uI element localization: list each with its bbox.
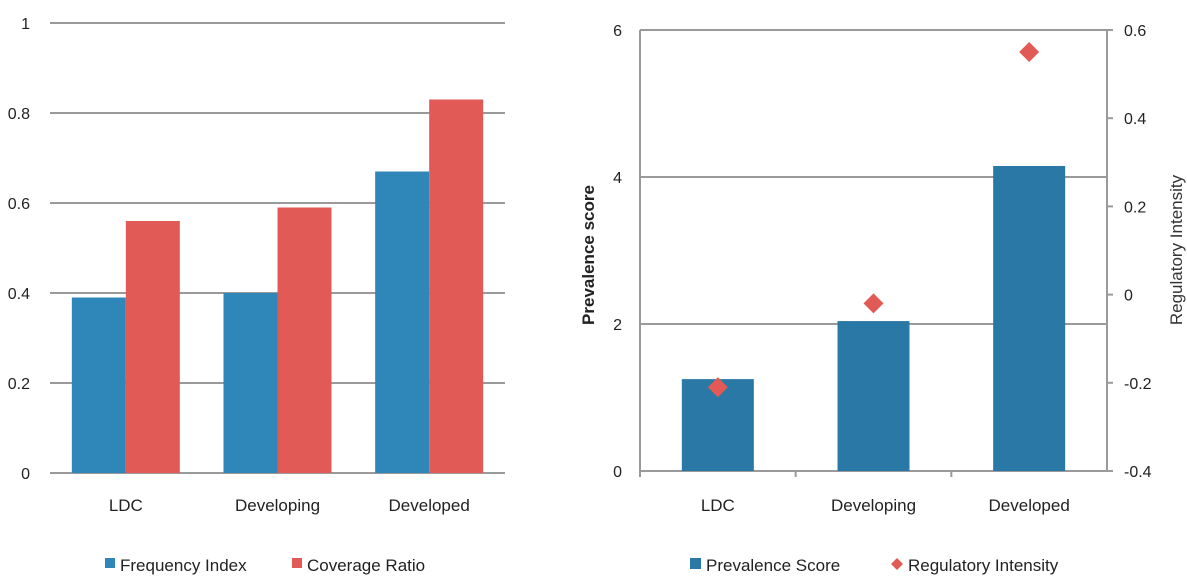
x-tick-label: Developed: [989, 496, 1070, 515]
y-right-tick-label: 0.4: [1124, 111, 1146, 128]
y-right-tick-label: 0.2: [1124, 199, 1146, 216]
y-tick-label: 0.6: [8, 196, 30, 213]
bar-prevalence-score: [837, 321, 910, 471]
bar-coverage-ratio: [125, 221, 180, 473]
legend-label: Coverage Ratio: [307, 556, 425, 575]
x-tick-label: Developed: [389, 496, 470, 515]
legend-swatch: [105, 558, 115, 568]
legend-diamond-icon: [891, 558, 903, 570]
bar-coverage-ratio: [429, 99, 484, 473]
y-right-tick-label: -0.4: [1124, 464, 1152, 481]
y-tick-label: 0.8: [8, 106, 30, 123]
bar-frequency-index: [375, 171, 430, 473]
x-tick-label: Developing: [235, 496, 320, 515]
right-chart: 0 2 4 6 -0.4 -0.2 0 0.2 0.4 0.6 LDC Developing Devel…: [579, 23, 1186, 575]
y-right-tick-label: 0.6: [1124, 23, 1146, 40]
bar-coverage-ratio: [277, 207, 332, 473]
y-axis-title: Prevalence score: [579, 185, 598, 325]
x-tick-label: Developing: [831, 496, 916, 515]
legend-label: Prevalence Score: [706, 556, 840, 575]
y-tick-label: 2: [613, 317, 622, 334]
y-right-axis-title: Regulatory Intensity: [1167, 174, 1186, 325]
x-tick-label: LDC: [109, 496, 143, 515]
marker-regulatory-intensity: [863, 293, 884, 314]
legend-label: Regulatory Intensity: [908, 556, 1059, 575]
y-tick-label: 0: [21, 466, 30, 483]
y-tick-label: 6: [613, 23, 622, 40]
legend-swatch: [292, 558, 302, 568]
y-tick-label: 4: [613, 170, 622, 187]
y-tick-label: 0: [613, 464, 622, 481]
bar-prevalence-score: [993, 165, 1066, 471]
y-tick-label: 0.4: [8, 286, 30, 303]
y-right-tick-label: 0: [1124, 288, 1133, 305]
y-tick-label: 1: [21, 16, 30, 33]
x-tick-label: LDC: [701, 496, 735, 515]
legend-label: Frequency Index: [120, 556, 247, 575]
y-right-tick-label: -0.2: [1124, 376, 1152, 393]
y-tick-label: 0.2: [8, 376, 30, 393]
bar-frequency-index: [223, 293, 278, 473]
left-chart: 0 0.2 0.4 0.6 0.8 1 LDC Developing Developed Freq…: [8, 16, 505, 575]
marker-regulatory-intensity: [707, 377, 728, 398]
legend-swatch: [690, 558, 701, 569]
marker-regulatory-intensity: [1019, 42, 1040, 63]
bar-frequency-index: [71, 297, 126, 473]
